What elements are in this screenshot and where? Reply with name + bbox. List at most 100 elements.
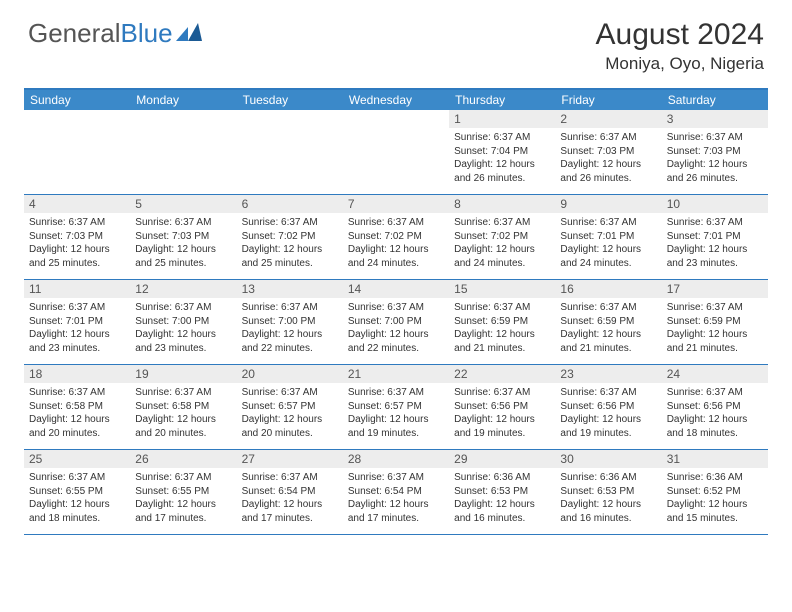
calendar-cell: 17Sunrise: 6:37 AMSunset: 6:59 PMDayligh… (662, 280, 768, 364)
day-details: Sunrise: 6:36 AMSunset: 6:52 PMDaylight:… (662, 468, 768, 529)
dow-label: Monday (130, 90, 236, 110)
calendar-week: 18Sunrise: 6:37 AMSunset: 6:58 PMDayligh… (24, 365, 768, 450)
calendar-cell: 9Sunrise: 6:37 AMSunset: 7:01 PMDaylight… (555, 195, 661, 279)
day-details: Sunrise: 6:37 AMSunset: 7:01 PMDaylight:… (662, 213, 768, 274)
calendar-week: 25Sunrise: 6:37 AMSunset: 6:55 PMDayligh… (24, 450, 768, 535)
calendar-cell (237, 110, 343, 194)
day-details: Sunrise: 6:37 AMSunset: 7:03 PMDaylight:… (24, 213, 130, 274)
location-label: Moniya, Oyo, Nigeria (596, 54, 764, 74)
date-number: 28 (343, 450, 449, 468)
day-details: Sunrise: 6:37 AMSunset: 6:59 PMDaylight:… (555, 298, 661, 359)
date-number: 5 (130, 195, 236, 213)
calendar-cell: 24Sunrise: 6:37 AMSunset: 6:56 PMDayligh… (662, 365, 768, 449)
day-details: Sunrise: 6:37 AMSunset: 6:59 PMDaylight:… (662, 298, 768, 359)
date-number: 20 (237, 365, 343, 383)
date-number: 14 (343, 280, 449, 298)
date-number (130, 110, 236, 128)
date-number: 16 (555, 280, 661, 298)
date-number: 29 (449, 450, 555, 468)
calendar-cell: 20Sunrise: 6:37 AMSunset: 6:57 PMDayligh… (237, 365, 343, 449)
date-number: 6 (237, 195, 343, 213)
calendar-cell: 8Sunrise: 6:37 AMSunset: 7:02 PMDaylight… (449, 195, 555, 279)
calendar-cell (24, 110, 130, 194)
calendar-cell: 5Sunrise: 6:37 AMSunset: 7:03 PMDaylight… (130, 195, 236, 279)
date-number: 26 (130, 450, 236, 468)
brand-part2: Blue (121, 18, 173, 49)
calendar-cell: 15Sunrise: 6:37 AMSunset: 6:59 PMDayligh… (449, 280, 555, 364)
calendar-cell: 14Sunrise: 6:37 AMSunset: 7:00 PMDayligh… (343, 280, 449, 364)
day-details: Sunrise: 6:37 AMSunset: 6:56 PMDaylight:… (662, 383, 768, 444)
month-title: August 2024 (596, 18, 764, 52)
day-details: Sunrise: 6:37 AMSunset: 7:01 PMDaylight:… (24, 298, 130, 359)
date-number: 4 (24, 195, 130, 213)
dow-label: Saturday (662, 90, 768, 110)
day-details: Sunrise: 6:37 AMSunset: 6:54 PMDaylight:… (237, 468, 343, 529)
date-number: 12 (130, 280, 236, 298)
calendar-cell: 26Sunrise: 6:37 AMSunset: 6:55 PMDayligh… (130, 450, 236, 534)
calendar-cell: 6Sunrise: 6:37 AMSunset: 7:02 PMDaylight… (237, 195, 343, 279)
calendar-cell: 18Sunrise: 6:37 AMSunset: 6:58 PMDayligh… (24, 365, 130, 449)
dow-label: Friday (555, 90, 661, 110)
date-number: 15 (449, 280, 555, 298)
date-number (343, 110, 449, 128)
calendar-cell: 25Sunrise: 6:37 AMSunset: 6:55 PMDayligh… (24, 450, 130, 534)
date-number: 11 (24, 280, 130, 298)
date-number: 18 (24, 365, 130, 383)
date-number: 31 (662, 450, 768, 468)
day-details: Sunrise: 6:37 AMSunset: 6:56 PMDaylight:… (555, 383, 661, 444)
date-number: 10 (662, 195, 768, 213)
calendar: SundayMondayTuesdayWednesdayThursdayFrid… (24, 88, 768, 535)
day-details: Sunrise: 6:37 AMSunset: 6:54 PMDaylight:… (343, 468, 449, 529)
calendar-cell: 30Sunrise: 6:36 AMSunset: 6:53 PMDayligh… (555, 450, 661, 534)
brand-part1: General (28, 18, 121, 49)
day-details: Sunrise: 6:37 AMSunset: 6:58 PMDaylight:… (130, 383, 236, 444)
date-number: 17 (662, 280, 768, 298)
date-number: 13 (237, 280, 343, 298)
day-details: Sunrise: 6:37 AMSunset: 7:03 PMDaylight:… (662, 128, 768, 189)
calendar-cell (343, 110, 449, 194)
dow-label: Sunday (24, 90, 130, 110)
date-number: 23 (555, 365, 661, 383)
calendar-cell: 19Sunrise: 6:37 AMSunset: 6:58 PMDayligh… (130, 365, 236, 449)
date-number: 30 (555, 450, 661, 468)
calendar-cell: 28Sunrise: 6:37 AMSunset: 6:54 PMDayligh… (343, 450, 449, 534)
calendar-cell: 2Sunrise: 6:37 AMSunset: 7:03 PMDaylight… (555, 110, 661, 194)
date-number: 24 (662, 365, 768, 383)
calendar-cell: 27Sunrise: 6:37 AMSunset: 6:54 PMDayligh… (237, 450, 343, 534)
date-number: 27 (237, 450, 343, 468)
day-details: Sunrise: 6:37 AMSunset: 7:02 PMDaylight:… (449, 213, 555, 274)
date-number: 8 (449, 195, 555, 213)
date-number: 25 (24, 450, 130, 468)
date-number (24, 110, 130, 128)
day-details: Sunrise: 6:37 AMSunset: 7:04 PMDaylight:… (449, 128, 555, 189)
day-of-week-header: SundayMondayTuesdayWednesdayThursdayFrid… (24, 90, 768, 110)
date-number (237, 110, 343, 128)
day-details: Sunrise: 6:37 AMSunset: 7:03 PMDaylight:… (130, 213, 236, 274)
calendar-cell: 22Sunrise: 6:37 AMSunset: 6:56 PMDayligh… (449, 365, 555, 449)
day-details: Sunrise: 6:37 AMSunset: 7:02 PMDaylight:… (237, 213, 343, 274)
calendar-cell: 10Sunrise: 6:37 AMSunset: 7:01 PMDayligh… (662, 195, 768, 279)
day-details: Sunrise: 6:36 AMSunset: 6:53 PMDaylight:… (555, 468, 661, 529)
day-details: Sunrise: 6:37 AMSunset: 6:59 PMDaylight:… (449, 298, 555, 359)
date-number: 1 (449, 110, 555, 128)
calendar-cell: 4Sunrise: 6:37 AMSunset: 7:03 PMDaylight… (24, 195, 130, 279)
date-number: 19 (130, 365, 236, 383)
dow-label: Thursday (449, 90, 555, 110)
calendar-cell: 16Sunrise: 6:37 AMSunset: 6:59 PMDayligh… (555, 280, 661, 364)
dow-label: Wednesday (343, 90, 449, 110)
date-number: 2 (555, 110, 661, 128)
dow-label: Tuesday (237, 90, 343, 110)
calendar-cell: 12Sunrise: 6:37 AMSunset: 7:00 PMDayligh… (130, 280, 236, 364)
day-details: Sunrise: 6:37 AMSunset: 6:58 PMDaylight:… (24, 383, 130, 444)
page-header: GeneralBlue August 2024 Moniya, Oyo, Nig… (0, 0, 792, 82)
date-number: 9 (555, 195, 661, 213)
calendar-cell (130, 110, 236, 194)
title-block: August 2024 Moniya, Oyo, Nigeria (596, 18, 764, 74)
day-details: Sunrise: 6:37 AMSunset: 6:55 PMDaylight:… (130, 468, 236, 529)
date-number: 21 (343, 365, 449, 383)
day-details: Sunrise: 6:37 AMSunset: 6:57 PMDaylight:… (237, 383, 343, 444)
day-details: Sunrise: 6:37 AMSunset: 7:03 PMDaylight:… (555, 128, 661, 189)
calendar-cell: 13Sunrise: 6:37 AMSunset: 7:00 PMDayligh… (237, 280, 343, 364)
day-details: Sunrise: 6:37 AMSunset: 6:56 PMDaylight:… (449, 383, 555, 444)
calendar-cell: 3Sunrise: 6:37 AMSunset: 7:03 PMDaylight… (662, 110, 768, 194)
